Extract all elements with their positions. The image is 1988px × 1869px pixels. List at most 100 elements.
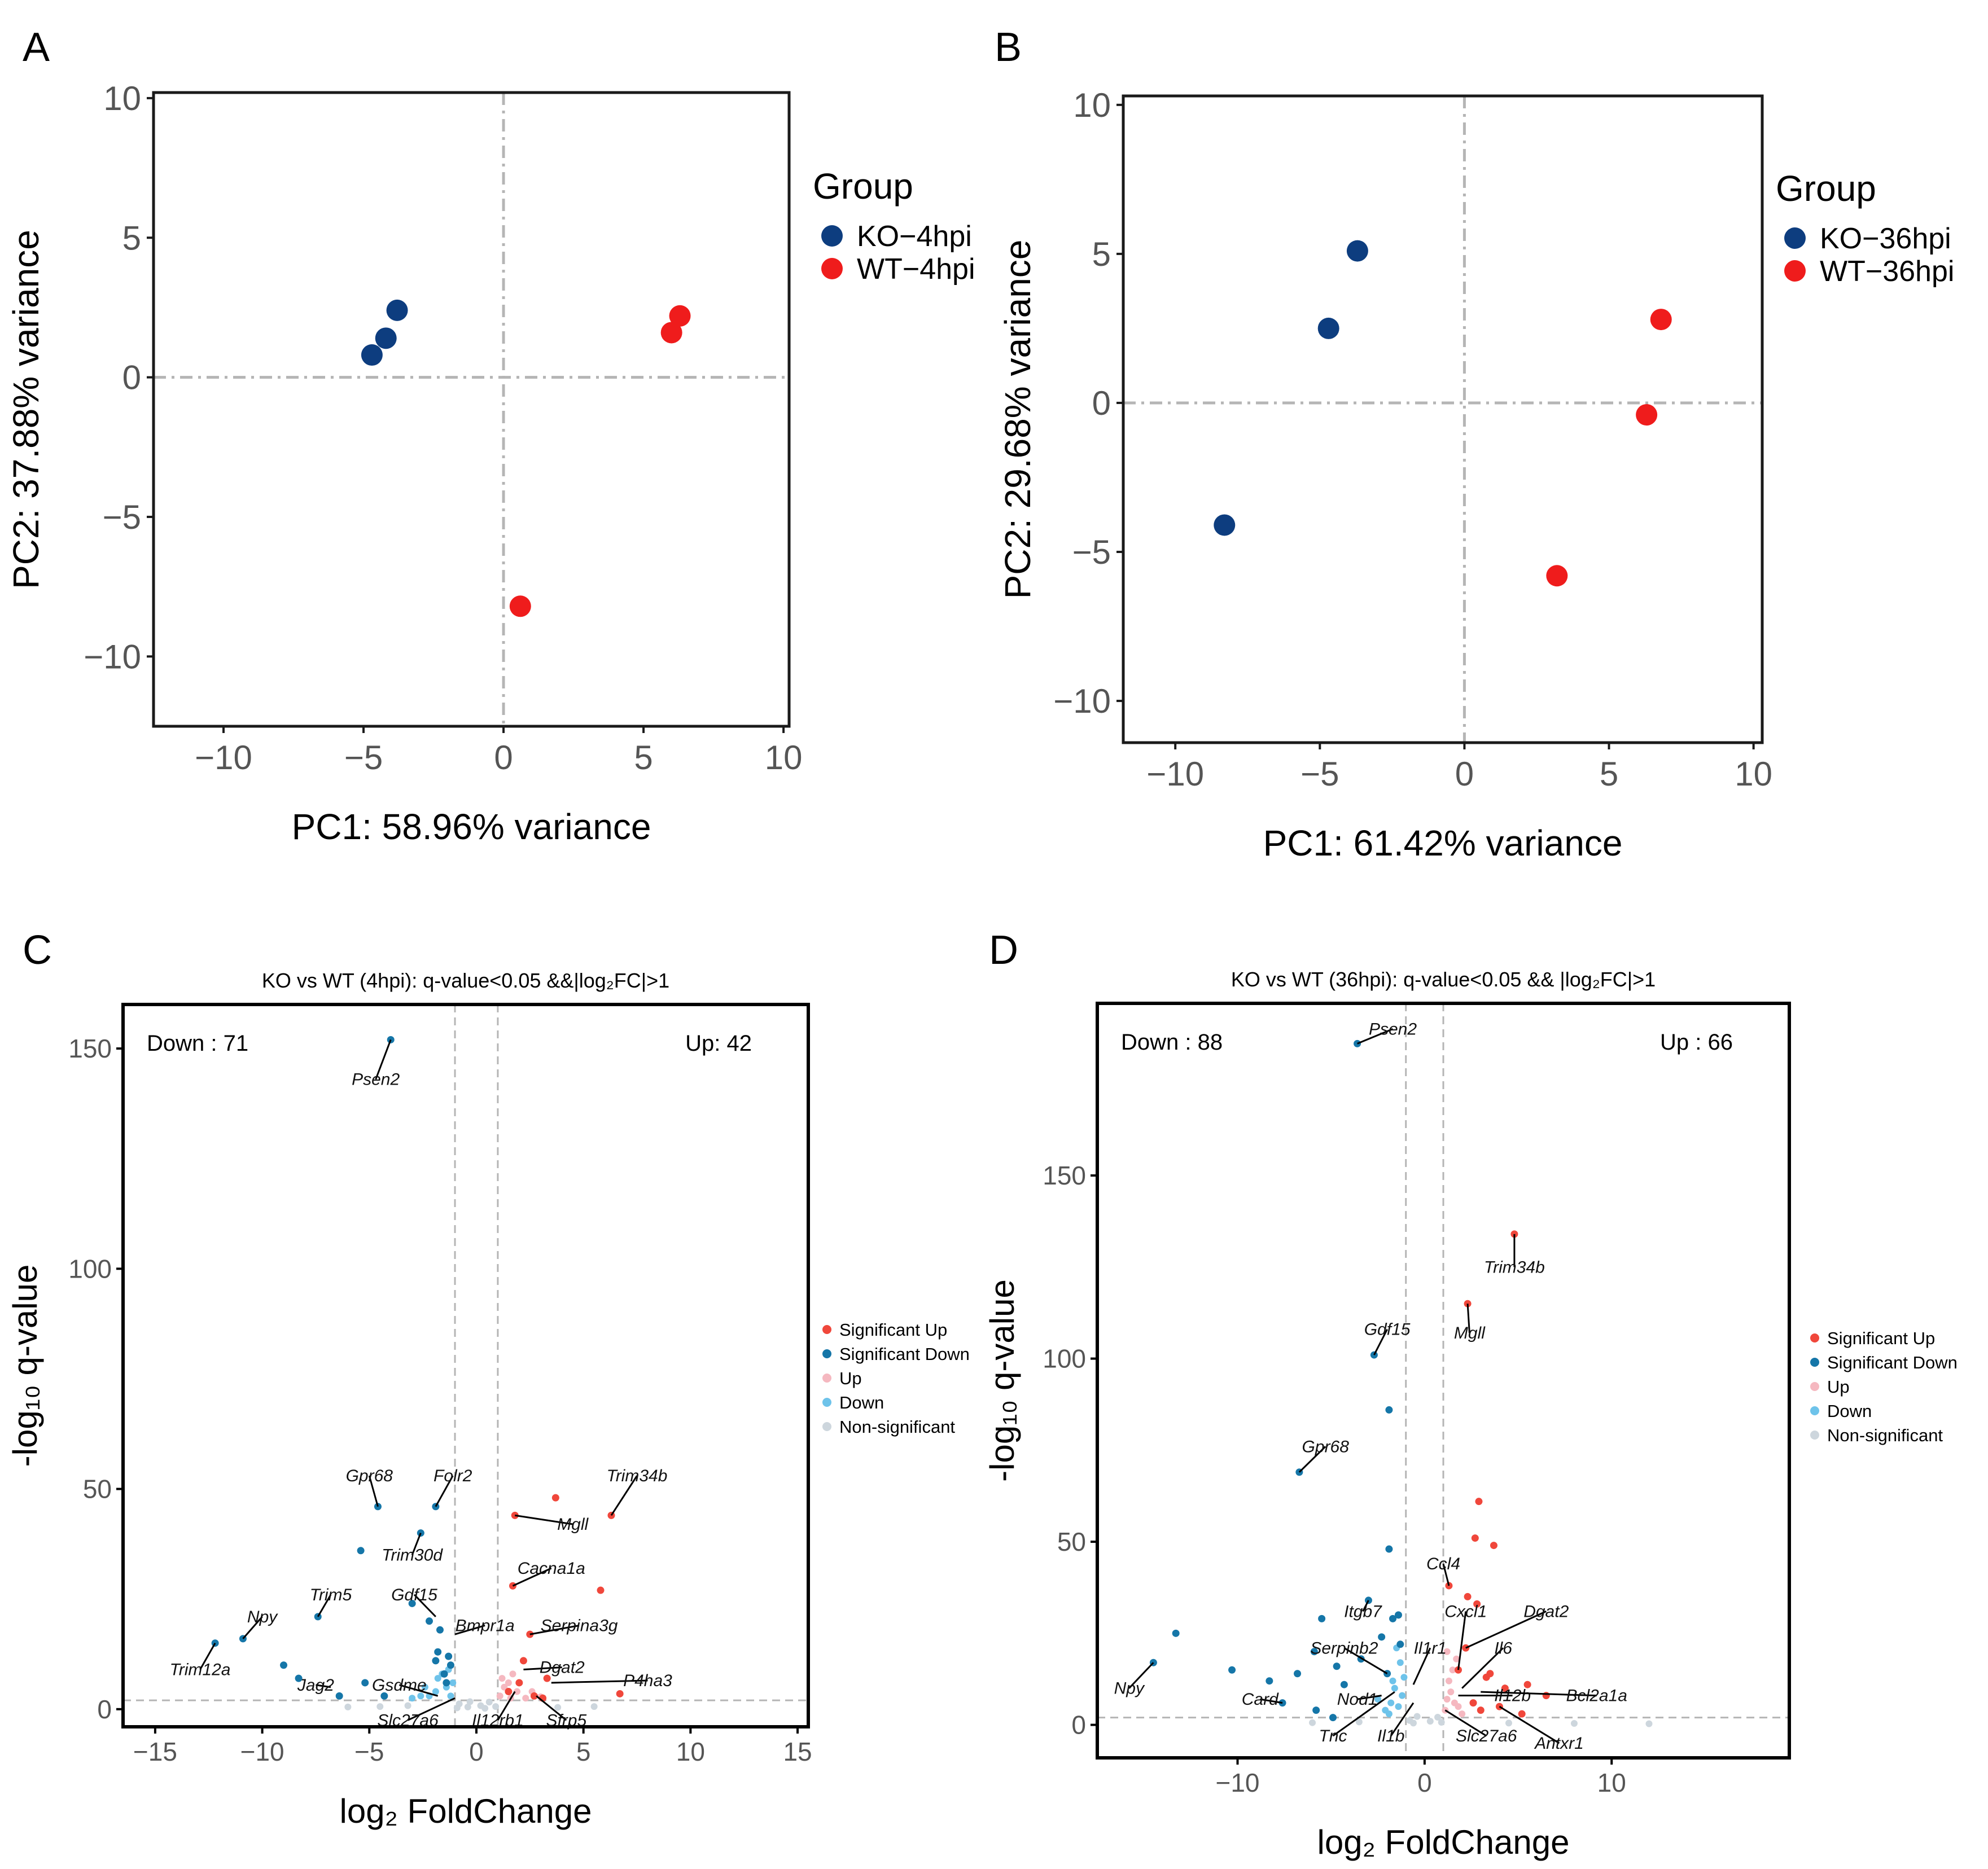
x-tick-label: −10 <box>195 739 252 776</box>
chart-title: KO vs WT (4hpi): q-value<0.05 &&|log₂FC|… <box>262 969 669 992</box>
legend-label: Up <box>1827 1377 1850 1397</box>
gene-label: Serpinb2 <box>1310 1639 1378 1657</box>
label-leader-line <box>375 1039 392 1080</box>
data-point-up <box>514 1688 521 1695</box>
data-point-up <box>1453 1655 1460 1662</box>
panel-letter-a: A <box>23 25 50 70</box>
gene-label: Mgll <box>1454 1324 1486 1342</box>
x-tick-label: −5 <box>344 739 383 776</box>
x-tick-label: −10 <box>1146 755 1204 793</box>
data-point-ko <box>361 344 383 366</box>
gene-label: Trim30d <box>382 1546 443 1565</box>
legend-swatch-ko <box>821 225 843 247</box>
data-point-nonsig <box>485 1699 493 1706</box>
legend-label: Down <box>839 1393 884 1412</box>
data-point-sig_down <box>1228 1666 1236 1674</box>
y-axis-label: -log₁₀ q-value <box>983 1279 1021 1482</box>
gene-label: Serpina3g <box>541 1616 618 1635</box>
label-leader-line <box>413 1594 436 1617</box>
gene-label: P4ha3 <box>623 1671 672 1690</box>
x-axis-label: log₂ FoldChange <box>340 1792 592 1830</box>
legend-label: Non-significant <box>839 1417 955 1437</box>
gene-label: Psen2 <box>1369 1020 1417 1038</box>
data-point-up <box>1443 1696 1451 1703</box>
gene-label: Jag2 <box>297 1676 334 1695</box>
data-point-down <box>1395 1703 1402 1710</box>
y-tick-label: 100 <box>68 1254 112 1283</box>
data-point-down <box>1389 1677 1396 1684</box>
x-tick-label: −15 <box>133 1737 177 1766</box>
data-point-sig_down <box>408 1599 416 1607</box>
label-leader-line <box>1362 1600 1369 1612</box>
data-point-sig_up <box>515 1679 523 1687</box>
data-point-down <box>409 1695 416 1702</box>
data-point-up <box>1447 1688 1455 1696</box>
data-point-sig_up <box>616 1690 624 1697</box>
data-point-nonsig <box>1438 1719 1445 1726</box>
data-point-sig_up <box>1471 1534 1479 1542</box>
data-point-down <box>421 1683 428 1691</box>
volcano-chart-c: KO vs WT (4hpi): q-value<0.05 &&|log₂FC|… <box>6 969 970 1830</box>
count-up: Up: 42 <box>685 1031 752 1056</box>
gene-label: Il1b <box>1377 1727 1404 1745</box>
data-point-wt <box>660 322 682 344</box>
data-point-nonsig <box>1409 1719 1417 1727</box>
data-point-sig_down <box>1385 1545 1393 1553</box>
y-tick-label: 10 <box>1073 86 1111 124</box>
data-point-down <box>417 1692 424 1700</box>
x-axis-label: PC1: 61.42% variance <box>1263 823 1623 863</box>
y-tick-label: 50 <box>1057 1527 1086 1556</box>
gene-label: Ccl4 <box>1426 1555 1460 1573</box>
gene-label: Dgat2 <box>540 1659 585 1677</box>
data-point-sig_up <box>1518 1710 1526 1718</box>
count-down: Down : 71 <box>147 1031 248 1056</box>
y-tick-label: 5 <box>1092 235 1111 273</box>
data-point-sig_up <box>1523 1681 1531 1688</box>
data-point-sig_down <box>295 1674 303 1682</box>
label-leader-line <box>368 1475 379 1507</box>
legend-label: Up <box>839 1368 862 1388</box>
y-tick-label: 100 <box>1043 1344 1086 1374</box>
legend-label: Significant Down <box>1827 1353 1958 1372</box>
data-point-down <box>432 1688 439 1695</box>
y-tick-label: −5 <box>1072 533 1111 571</box>
gene-label: Cxcl1 <box>1444 1602 1487 1621</box>
data-point-sig_up <box>597 1586 605 1594</box>
label-leader-line <box>1412 1647 1431 1685</box>
gene-label: Trim5 <box>310 1586 352 1604</box>
data-point-sig_down <box>1266 1677 1273 1685</box>
gene-label: Trim34b <box>607 1467 668 1485</box>
data-point-sig_down <box>1329 1714 1337 1722</box>
label-leader-line <box>1357 1028 1394 1045</box>
data-point-nonsig <box>590 1703 598 1710</box>
label-leader-line <box>1260 1698 1283 1704</box>
gene-label: Gpr68 <box>1302 1437 1350 1456</box>
y-tick-label: 0 <box>122 359 141 397</box>
data-point-down <box>1396 1659 1404 1666</box>
data-point-sig_down <box>361 1679 369 1687</box>
panel-letter-c: C <box>23 928 52 973</box>
label-leader-line <box>1481 1691 1597 1697</box>
label-leader-line <box>399 1684 439 1697</box>
data-point-wt <box>1650 309 1672 331</box>
y-tick-label: 5 <box>122 219 141 257</box>
data-point-up <box>1449 1666 1456 1674</box>
label-leader-line <box>411 1533 422 1556</box>
y-tick-label: −10 <box>1053 682 1111 720</box>
data-point-nonsig <box>464 1703 471 1710</box>
label-leader-line <box>1499 1705 1560 1744</box>
legend-swatch-up <box>822 1374 831 1383</box>
data-point-nonsig <box>453 1704 461 1712</box>
x-tick-label: 10 <box>1735 755 1772 793</box>
gene-label: Trim34b <box>1484 1258 1545 1276</box>
data-point-down <box>1391 1684 1398 1692</box>
y-tick-label: 150 <box>1043 1161 1086 1190</box>
label-leader-line <box>1466 1304 1470 1333</box>
y-tick-label: 150 <box>68 1034 112 1063</box>
data-point-nonsig <box>492 1703 500 1710</box>
pca-chart-b: −10 −5 0 5 10 −10 −5 0 5 10 PC1: 61.42% variance PC… <box>997 86 1954 863</box>
label-leader-line <box>512 1567 552 1587</box>
data-point-nonsig <box>1434 1713 1442 1721</box>
legend-title: Group <box>1776 168 1876 209</box>
label-leader-line <box>454 1625 485 1635</box>
